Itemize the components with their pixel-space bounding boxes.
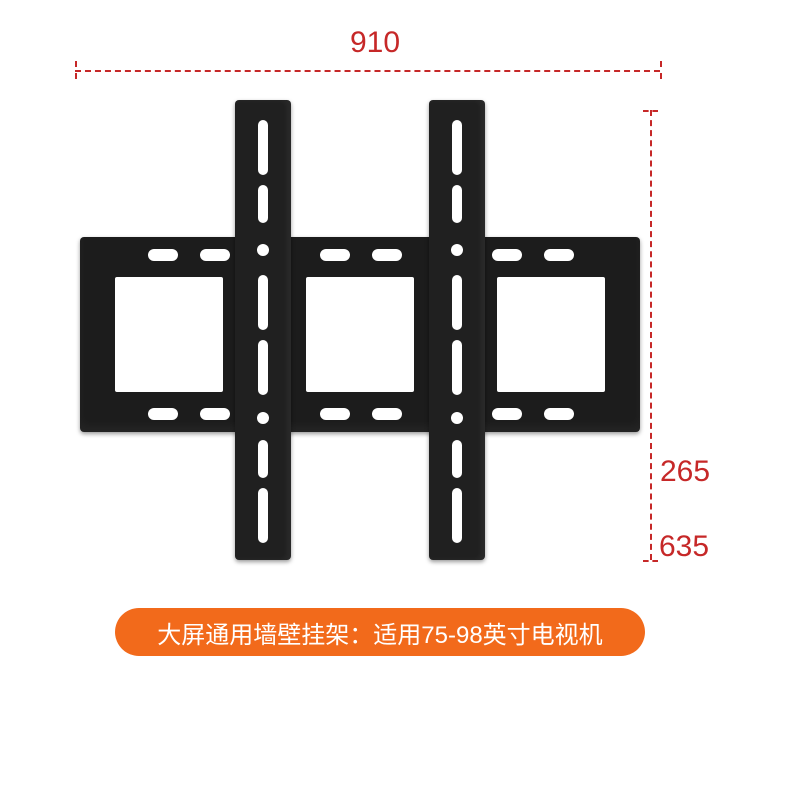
- plate-slot: [372, 408, 402, 420]
- dimension-plate-height-label: 265: [660, 455, 710, 489]
- arm-slot: [258, 185, 268, 223]
- mount-arm: [235, 100, 291, 560]
- arm-slot: [452, 340, 462, 395]
- plate-slot: [320, 408, 350, 420]
- dimension-height-tick-bottom: [643, 560, 658, 562]
- dimension-height-tick-top: [643, 110, 658, 112]
- dimension-width-line: [75, 70, 660, 72]
- arm-slot: [258, 440, 268, 478]
- dimension-height-line: [650, 110, 652, 560]
- arm-slot: [452, 120, 462, 175]
- plate-window: [497, 277, 605, 392]
- plate-slot: [492, 408, 522, 420]
- plate-slot: [544, 249, 574, 261]
- arm-slot: [452, 488, 462, 543]
- arm-slot: [258, 340, 268, 395]
- wall-plate: [80, 237, 640, 432]
- arm-slot: [452, 440, 462, 478]
- arm-slot: [258, 488, 268, 543]
- arm-slot: [452, 275, 462, 330]
- mount-arm: [429, 100, 485, 560]
- diagram-canvas: 910 635 265 大屏通用墙壁挂架：适用75-98英寸电视机: [0, 0, 800, 800]
- plate-slot: [200, 249, 230, 261]
- plate-slot: [372, 249, 402, 261]
- plate-slot: [148, 249, 178, 261]
- dimension-height-label: 635: [659, 530, 709, 564]
- plate-slot: [320, 249, 350, 261]
- plate-window: [115, 277, 223, 392]
- arm-hole: [257, 412, 269, 424]
- tv-wall-mount-bracket: [80, 100, 640, 560]
- arm-hole: [451, 244, 463, 256]
- arm-slot: [258, 275, 268, 330]
- dimension-width-label: 910: [350, 26, 400, 60]
- arm-hole: [257, 244, 269, 256]
- plate-slot: [544, 408, 574, 420]
- arm-slot: [258, 120, 268, 175]
- plate-window: [306, 277, 414, 392]
- plate-slot: [200, 408, 230, 420]
- plate-slot: [492, 249, 522, 261]
- arm-slot: [452, 185, 462, 223]
- plate-slot: [148, 408, 178, 420]
- dimension-width-tick-right: [660, 61, 662, 79]
- dimension-width-tick-left: [75, 61, 77, 79]
- arm-hole: [451, 412, 463, 424]
- product-caption: 大屏通用墙壁挂架：适用75-98英寸电视机: [115, 608, 645, 656]
